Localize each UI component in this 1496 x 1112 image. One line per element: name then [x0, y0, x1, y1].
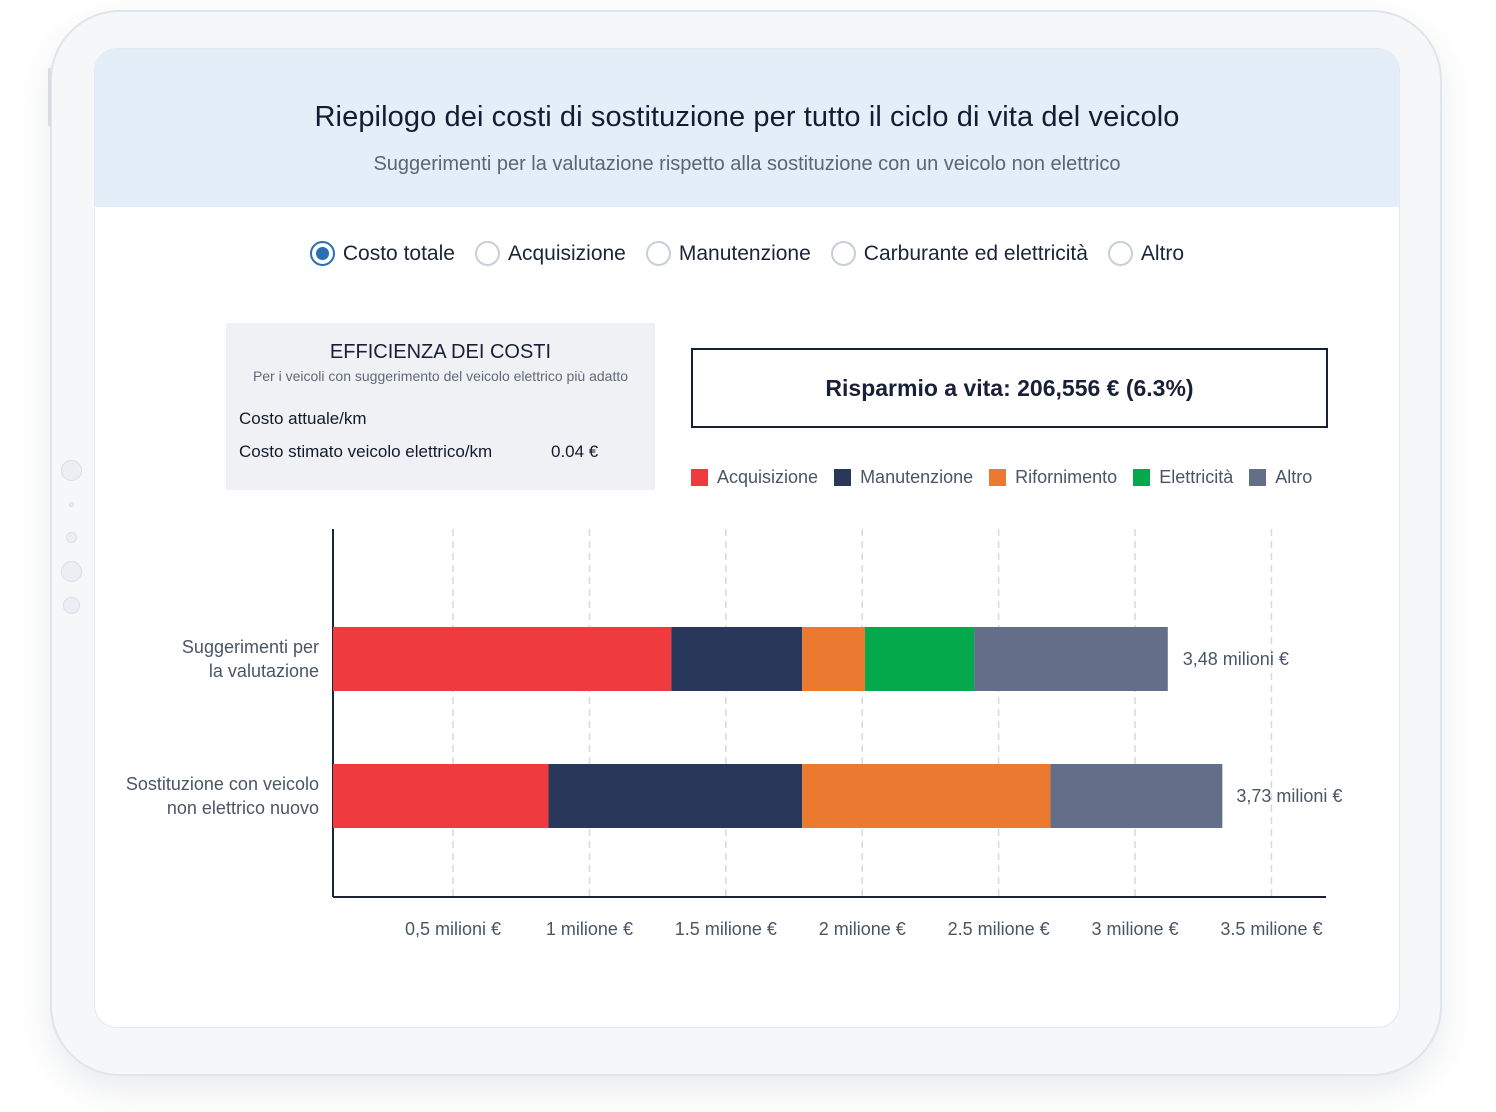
bar-total-label: 3,48 milioni € [1183, 649, 1289, 669]
radio-label: Acquisizione [507, 241, 626, 265]
x-tick-label: 1 milione € [546, 919, 633, 939]
efficiency-title: EFFICIENZA DEI COSTI [329, 341, 552, 363]
chart-legend: Acquisizione Manutenzione Rifornimento Elet… [691, 467, 1312, 488]
tablet-dot-5 [63, 597, 80, 614]
legend-item: Altro [1249, 467, 1312, 488]
x-tick-label: 3 milione € [1092, 919, 1179, 939]
bar-total-label: 3,73 milioni € [1236, 786, 1342, 806]
radio-manutenzione[interactable]: Manutenzione [645, 241, 811, 266]
tablet-dot-2 [69, 502, 74, 507]
cost-efficiency-panel: EFFICIENZA DEI COSTI Per i veicoli con s… [226, 323, 655, 490]
radio-circle-icon [1107, 241, 1133, 266]
radio-circle-icon [830, 241, 856, 266]
x-tick-label: 2 milione € [819, 919, 906, 939]
radio-carburante-elettricita[interactable]: Carburante ed elettricità [830, 241, 1088, 266]
radio-costo-totale[interactable]: Costo totale [309, 241, 455, 266]
category-label: la valutazione [209, 661, 319, 681]
radio-label: Costo totale [342, 241, 455, 265]
radio-label: Altro [1140, 241, 1185, 265]
radio-label: Carburante ed elettricità [863, 241, 1088, 265]
legend-item: Manutenzione [834, 467, 973, 488]
header-banner: Riepilogo dei costi di sostituzione per … [95, 49, 1399, 207]
bar-segment [802, 764, 1051, 828]
x-tick-label: 1.5 milione € [675, 919, 777, 939]
page-title: Riepilogo dei costi di sostituzione per … [314, 101, 1180, 133]
cost-type-selector: Costo totale Acquisizione Manutenzione C… [95, 241, 1399, 266]
legend-swatch [1133, 469, 1151, 486]
legend-label: Acquisizione [717, 467, 819, 487]
radio-acquisizione[interactable]: Acquisizione [474, 241, 626, 266]
legend-swatch [1249, 469, 1267, 486]
bar-segment [333, 627, 672, 691]
radio-label: Manutenzione [678, 241, 811, 265]
bar-segment [671, 627, 803, 691]
legend-swatch [691, 469, 708, 486]
bar-segment [802, 627, 865, 691]
estimated-cost-value: 0.04 € [551, 442, 599, 461]
category-label: Suggerimenti per [182, 637, 319, 657]
app-screen: Riepilogo dei costi di sostituzione per … [95, 49, 1399, 1027]
tablet-dot-4 [61, 561, 82, 582]
estimated-cost-label: Costo stimato veicolo elettrico/km [239, 442, 493, 461]
radio-circle-icon [309, 241, 335, 266]
bar-segment [548, 764, 803, 828]
legend-item: Rifornimento [989, 467, 1117, 488]
legend-label: Rifornimento [1015, 467, 1118, 487]
legend-label: Altro [1275, 467, 1313, 487]
legend-swatch [834, 469, 852, 486]
tablet-dot-3 [66, 532, 77, 543]
bar-segment [864, 627, 975, 691]
efficiency-subtitle: Per i veicoli con suggerimento del veico… [252, 368, 629, 384]
radio-circle-icon [645, 241, 671, 266]
bar-segment [1050, 764, 1223, 828]
tablet-side-button [48, 68, 51, 126]
category-label: Sostituzione con veicolo [126, 774, 319, 794]
current-cost-label: Costo attuale/km [239, 409, 367, 428]
bar-segment [333, 764, 549, 828]
x-tick-label: 2.5 milione € [948, 919, 1050, 939]
radio-altro[interactable]: Altro [1107, 241, 1185, 266]
lifetime-savings-box: Risparmio a vita: 206,556 € (6.3%) [691, 348, 1328, 428]
x-tick-label: 3.5 milione € [1220, 919, 1322, 939]
legend-item: Elettricità [1133, 467, 1233, 488]
page-subtitle: Suggerimenti per la valutazione rispetto… [373, 153, 1121, 175]
radio-circle-icon [474, 241, 500, 266]
x-tick-label: 0,5 milioni € [405, 919, 501, 939]
legend-label: Elettricità [1159, 467, 1234, 487]
legend-label: Manutenzione [860, 467, 974, 487]
bar-segment [974, 627, 1168, 691]
category-label: non elettrico nuovo [167, 798, 319, 818]
legend-swatch [989, 469, 1007, 486]
tablet-dot-1 [61, 460, 82, 481]
legend-item: Acquisizione [691, 467, 818, 488]
cost-bar-chart: 0,5 milioni € 1 milione € 1.5 milione € 2 m… [126, 529, 1342, 939]
